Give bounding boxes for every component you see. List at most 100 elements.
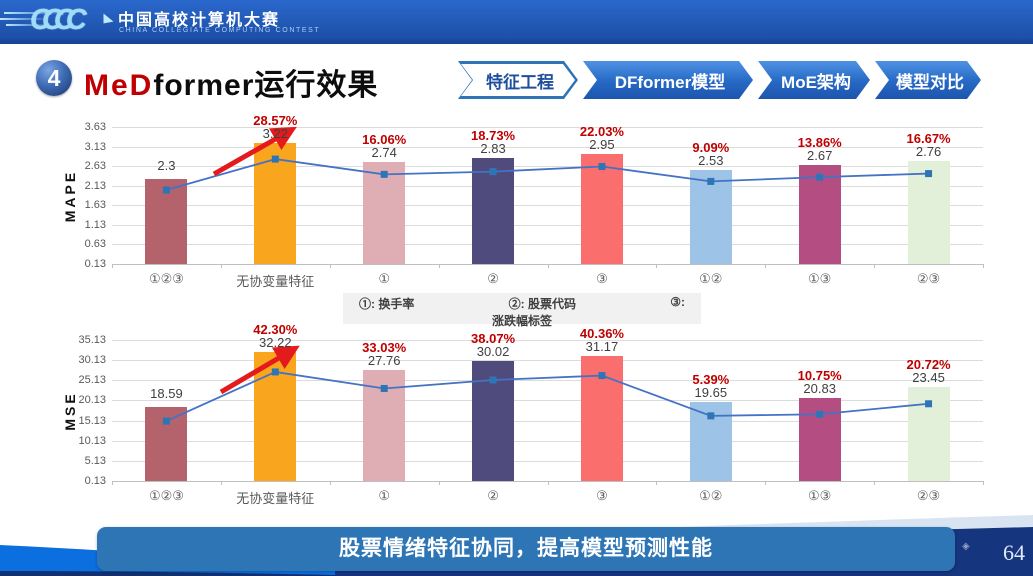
legend-item-3: ③: [670,295,685,309]
improvement-pct-label: 18.73% [471,128,516,144]
bar-① [363,161,406,264]
bar-value-label: 32.22 [259,334,292,350]
tab-dfformer-model[interactable]: DFformer模型 [583,61,753,99]
improvement-pct-label: 16.06% [362,131,407,147]
y-axis-tick-label: 30.13 [78,354,106,367]
legend-item-3-wrap: 涨跌幅标签 [491,314,552,328]
page-title-suffix: 运行效果 [254,69,379,102]
section-nav: 特征工程 DFformer模型 MoE架构 模型对比 [458,61,981,99]
y-axis-tick-label: 0.13 [84,258,106,270]
tab-feature-engineering[interactable]: 特征工程 [458,61,578,99]
page-title-red: MeD [84,69,154,102]
bar-①② [689,402,732,481]
tab-arrow-shape [758,61,870,99]
bar-value-label: 27.76 [367,352,401,368]
bar-②③ [907,161,950,264]
bar-①②③ [145,406,188,481]
bar-②③ [907,387,950,481]
line-marker [162,186,170,194]
bar-① [363,369,406,481]
bar-value-label: 31.17 [585,338,619,354]
line-marker [271,155,279,163]
x-category-label: ①② [699,271,723,286]
contest-subtitle: CHINA COLLEGIATE COMPUTING CONTEST [119,27,321,34]
gridline [112,360,983,362]
bar-①②③ [145,179,188,264]
bar-value-label: 23.45 [912,370,945,386]
x-axis-tick [438,481,440,485]
increase-arrow [212,126,297,177]
x-axis-tick [765,481,767,485]
tab-model-comparison[interactable]: 模型对比 [875,61,981,99]
x-axis-tick [220,481,222,485]
logo-speedline [0,18,50,20]
legend-item-1: ①: 换手率 [359,297,415,311]
bar-value-label: 20.83 [803,380,836,396]
bar-③ [580,153,623,264]
line-marker [162,417,170,425]
tab-arrow-shape [583,61,753,99]
bar-value-label: 3.22 [262,126,288,142]
gridline [112,166,983,168]
line-marker [598,372,606,380]
x-category-label: ②③ [916,488,941,503]
line-marker [271,368,279,376]
x-category-label: ①② [699,488,723,503]
bar-value-label: 2.76 [915,144,942,160]
bar-value-label: 2.67 [807,147,833,163]
bar-value-label: 18.59 [150,385,183,401]
x-category-label: ② [487,271,499,286]
gridline [112,440,983,442]
x-category-label: ③ [596,488,608,503]
x-axis-tick [983,264,984,268]
line-marker [489,376,497,384]
line-marker [816,410,824,418]
tab-label: 模型对比 [896,72,964,92]
improvement-pct-label: 5.39% [692,372,730,388]
logo-cccc-text: CCCC [30,4,87,36]
tab-arrow-inner [461,64,575,96]
y-axis-tick-label: 3.13 [84,140,106,153]
page-number: 64 [1003,540,1025,565]
tab-label: DFformer模型 [614,72,726,92]
x-axis-tick [547,481,549,485]
x-axis-tick [656,264,658,268]
bar-③ [580,355,623,481]
header-band: CCCC ▲ 中国高校计算机大赛 CHINA COLLEGIATE COMPUT… [0,0,1033,44]
bar-①② [689,170,732,264]
improvement-pct-label: 10.75% [797,367,842,383]
line-marker [707,412,715,420]
bar-value-label: 2.74 [371,144,397,160]
gridline [112,244,983,246]
x-category-label: ①③ [808,488,832,503]
line-marker [707,177,715,185]
x-category-label: ①②③ [148,271,184,286]
improvement-pct-label: 28.57% [253,113,298,129]
contest-title: 中国高校计算机大赛 [118,12,281,29]
improvement-pct-label: 9.09% [692,140,730,156]
mape-axis-title: MAPE [62,169,78,223]
bar-无协变量特征 [254,143,297,264]
x-axis-tick [329,264,331,268]
tab-arrow-shape [875,61,981,99]
x-axis-tick [112,264,113,268]
gridline [112,481,983,482]
tab-moe-architecture[interactable]: MoE架构 [758,61,870,99]
gridline [112,380,983,382]
logo-star-icon: ▲ [99,8,119,32]
gridline [112,146,983,148]
bar-①③ [798,397,841,481]
bar-value-label: 2.3 [157,158,176,174]
improvement-pct-label: 13.86% [797,134,842,150]
section-number-badge: 4 [36,60,72,96]
x-axis-tick [765,264,767,268]
x-axis-tick [874,481,876,485]
line-marker [816,173,824,181]
y-axis-tick-label: 3.63 [84,121,106,133]
gridline [112,224,983,226]
increase-arrow [219,345,300,395]
x-category-label: 无协变量特征 [236,274,315,289]
x-category-label: ① [378,488,391,503]
improvement-pct-label: 38.07% [471,330,516,346]
